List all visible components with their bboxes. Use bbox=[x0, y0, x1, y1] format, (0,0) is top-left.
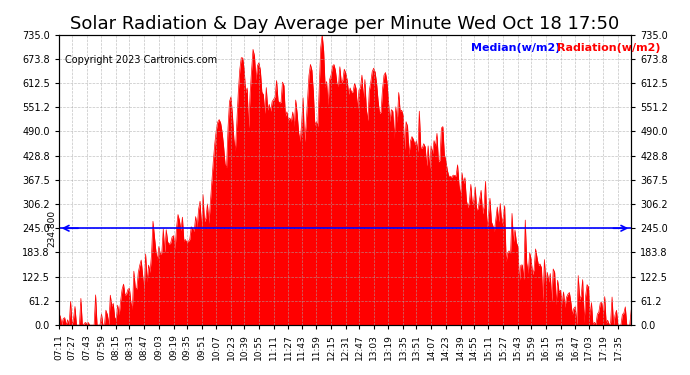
Text: Radiation(w/m2): Radiation(w/m2) bbox=[557, 43, 660, 53]
Title: Solar Radiation & Day Average per Minute Wed Oct 18 17:50: Solar Radiation & Day Average per Minute… bbox=[70, 15, 620, 33]
Text: Median(w/m2): Median(w/m2) bbox=[471, 43, 560, 53]
Text: 234.800: 234.800 bbox=[47, 210, 56, 247]
Text: Copyright 2023 Cartronics.com: Copyright 2023 Cartronics.com bbox=[65, 55, 217, 65]
